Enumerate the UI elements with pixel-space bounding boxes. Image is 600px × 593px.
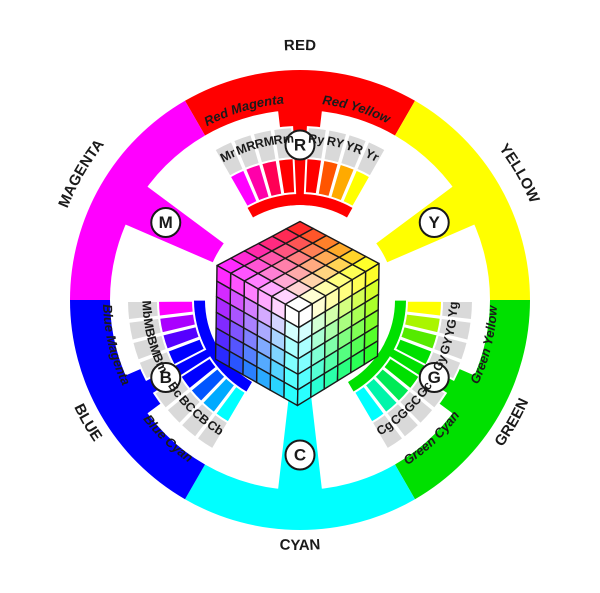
svg-text:CYAN: CYAN	[279, 536, 321, 554]
svg-text:R: R	[294, 136, 306, 155]
svg-text:C: C	[294, 446, 306, 465]
svg-text:Rm: Rm	[273, 132, 295, 148]
svg-text:Y: Y	[429, 213, 441, 232]
svg-text:Ry: Ry	[308, 132, 326, 148]
svg-text:Yg: Yg	[446, 301, 461, 318]
svg-text:Mb: Mb	[139, 300, 154, 319]
svg-text:M: M	[159, 213, 173, 232]
svg-text:RED: RED	[284, 37, 317, 54]
